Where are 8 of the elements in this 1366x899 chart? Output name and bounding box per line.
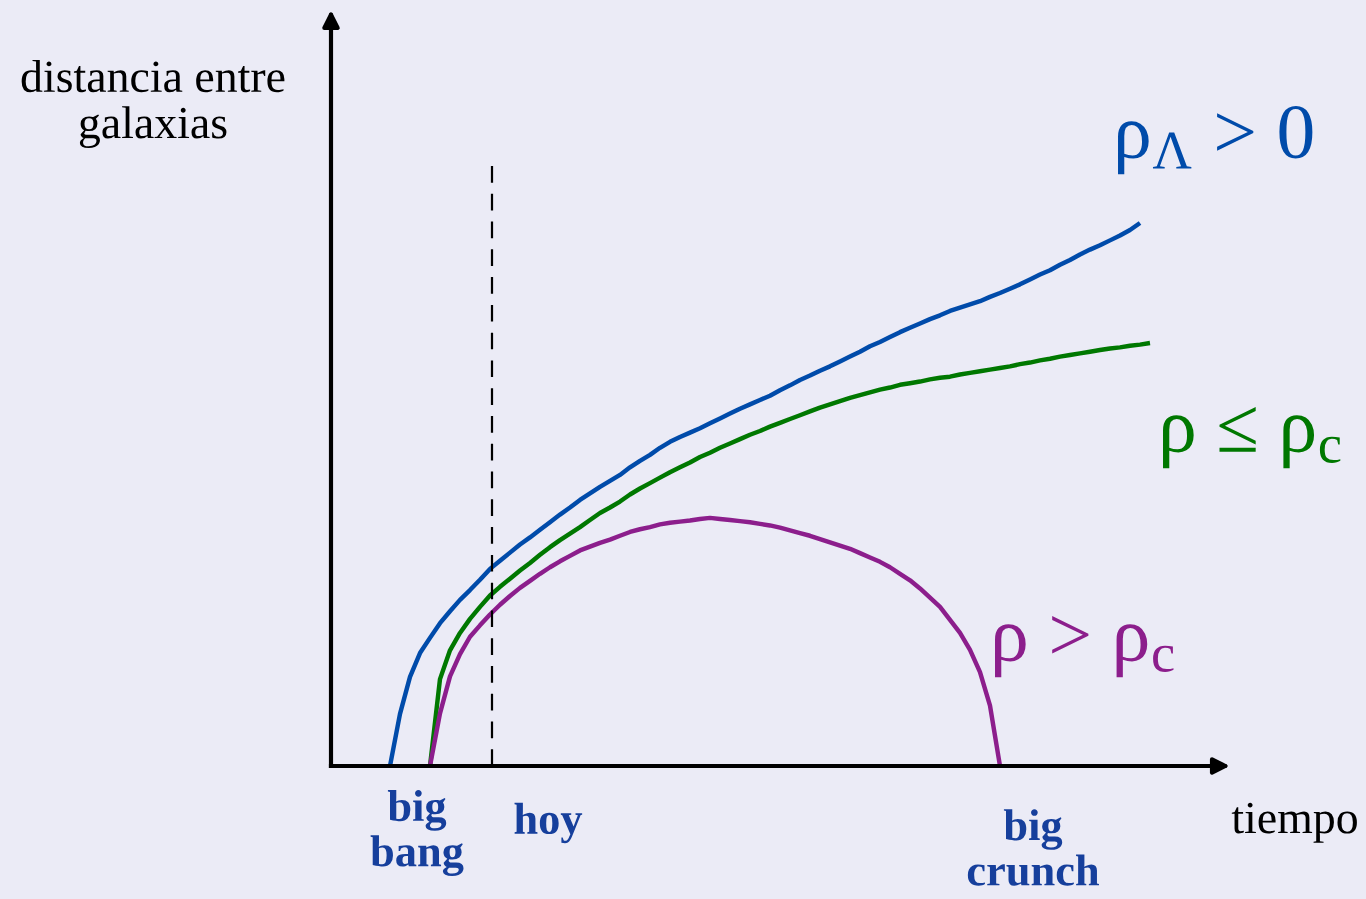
series-label: ρ$_{Λ}$ > 0 [1118,106,1313,175]
x-axis-title: tiempo [1231,802,1357,843]
y-axis-title: distancia entre galaxias [21,59,285,149]
series-label: ρ > ρ$_{c}$ [995,616,1174,678]
series-label: ρ ≤ ρ$_{c}$ [1163,407,1341,469]
text: big bang [370,790,464,876]
text: hoy [514,802,583,844]
text: big crunch [967,809,1099,886]
